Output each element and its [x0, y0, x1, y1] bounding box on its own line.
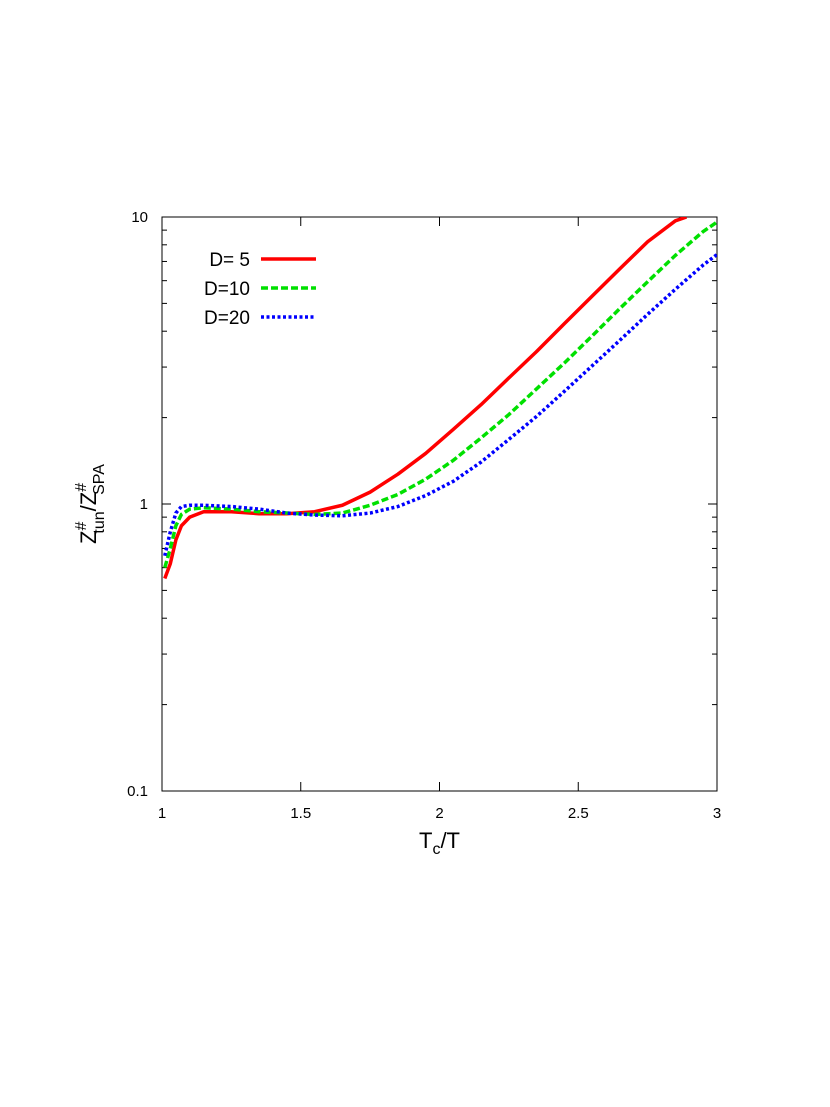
- legend: D= 5 D=10 D=20: [204, 250, 316, 329]
- y-axis-title: Z#tun/Z#SPA: [73, 464, 108, 544]
- plot-area-frame: [161, 216, 718, 792]
- axis-tick-labels: 1 1.5 2 2.5 3 0.1 1 10: [127, 209, 721, 822]
- y-tick-label: 1: [140, 496, 148, 513]
- series-line-2: [163, 220, 717, 569]
- x-tick-label: 3: [713, 805, 721, 822]
- series-line-3: [163, 253, 717, 557]
- x-axis-title: Tc/T: [419, 828, 460, 858]
- legend-label-1: D= 5: [209, 250, 250, 271]
- axis-ticks: [161, 216, 718, 792]
- series-lines: [163, 217, 717, 580]
- x-tick-label: 2: [435, 805, 443, 822]
- legend-label-2: D=10: [204, 279, 250, 300]
- x-tick-label: 2.5: [568, 805, 589, 822]
- x-tick-label: 1: [158, 805, 166, 822]
- y-tick-label: 10: [131, 209, 148, 226]
- y-axis-title-group: Z#tun/Z#SPA: [73, 464, 108, 544]
- x-tick-label: 1.5: [290, 805, 311, 822]
- series-line-1: [163, 217, 688, 580]
- y-tick-label: 0.1: [127, 783, 148, 800]
- legend-label-3: D=20: [204, 308, 250, 329]
